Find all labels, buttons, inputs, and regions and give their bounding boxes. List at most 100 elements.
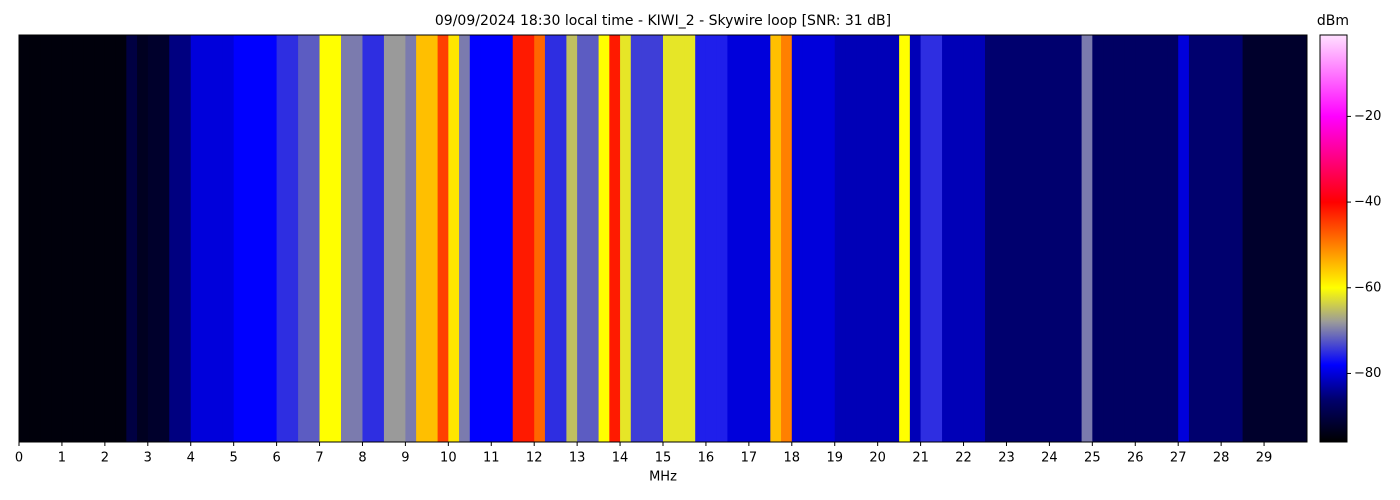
spectrum-cell xyxy=(856,35,868,442)
spectrum-cell xyxy=(1296,35,1308,442)
x-tick-label: 1 xyxy=(58,451,66,466)
spectrum-cell xyxy=(866,35,879,442)
x-tick-label: 23 xyxy=(998,451,1015,466)
spectrum-cell xyxy=(1178,35,1190,442)
spectrum-cell xyxy=(437,35,449,442)
spectrum-cell xyxy=(1103,35,1115,442)
spectrum-cell xyxy=(695,35,707,442)
spectrum-cell xyxy=(566,35,578,442)
spectrum-cell xyxy=(180,35,192,442)
spectrum-cell xyxy=(587,35,599,442)
spectrum-cell xyxy=(1092,35,1104,442)
spectrum-cell xyxy=(1199,35,1211,442)
spectrum-cell xyxy=(394,35,406,442)
spectrum-cell xyxy=(51,35,63,442)
x-tick-label: 9 xyxy=(401,451,409,466)
x-tick-label: 21 xyxy=(912,451,929,466)
spectrum-cell xyxy=(738,35,750,442)
spectrum-cell xyxy=(748,35,760,442)
colorbar xyxy=(1319,34,1348,443)
spectrum-cell xyxy=(459,35,471,442)
spectrum-cell xyxy=(609,35,621,442)
spectrum-cell xyxy=(534,35,546,442)
spectrum-cell xyxy=(1060,35,1072,442)
spectrum-cell xyxy=(158,35,170,442)
spectrum-cell xyxy=(351,35,363,442)
spectrum-cell xyxy=(1167,35,1179,442)
spectrum-cell xyxy=(1049,35,1061,442)
x-tick-label: 15 xyxy=(655,451,672,466)
spectrum-cell xyxy=(373,35,385,442)
x-tick-label: 5 xyxy=(230,451,238,466)
spectrum-cell xyxy=(942,35,954,442)
spectrum-cell xyxy=(888,35,900,442)
spectrum-cell xyxy=(61,35,74,442)
spectrum-cell xyxy=(1274,35,1286,442)
spectrum-cell xyxy=(1113,35,1125,442)
spectrum-cell xyxy=(416,35,428,442)
spectrum-cell xyxy=(448,35,460,442)
spectrum-cell xyxy=(1017,35,1029,442)
spectrum-cell xyxy=(1221,35,1233,442)
x-tick-label: 20 xyxy=(869,451,886,466)
chart-title: 09/09/2024 18:30 local time - KIWI_2 - S… xyxy=(435,13,891,29)
spectrum-cell xyxy=(1038,35,1050,442)
spectrum-cell xyxy=(255,35,267,442)
spectrum-cell xyxy=(1231,35,1243,442)
x-tick-label: 0 xyxy=(15,451,23,466)
spectrum-cell xyxy=(963,35,975,442)
x-tick-label: 28 xyxy=(1213,451,1230,466)
spectrum-cell xyxy=(147,35,159,442)
spectrum-cell xyxy=(480,35,492,442)
spectrum-cell xyxy=(29,35,41,442)
spectrum-cell xyxy=(104,35,116,442)
x-tick-label: 12 xyxy=(526,451,543,466)
spectrum-cell xyxy=(83,35,95,442)
spectrum-cell xyxy=(1070,35,1082,442)
spectrum-cell xyxy=(952,35,964,442)
spectrum-cell xyxy=(94,35,106,442)
colorbar-tick-label: −40 xyxy=(1354,195,1381,210)
spectrum-cell xyxy=(40,35,52,442)
spectrum-cell xyxy=(319,35,331,442)
spectrum-cell xyxy=(555,35,567,442)
x-tick-label: 27 xyxy=(1170,451,1187,466)
spectrum-cell xyxy=(233,35,245,442)
spectrum-cell xyxy=(298,35,310,442)
colorbar-tick-label: −60 xyxy=(1354,280,1381,295)
spectrum-cell xyxy=(544,35,557,442)
spectrum-cell xyxy=(244,35,256,442)
spectrum-cell xyxy=(716,35,728,442)
spectrum-cell xyxy=(577,35,589,442)
spectrum-cell xyxy=(759,35,771,442)
spectrum-cell xyxy=(663,35,675,442)
spectrum-cell xyxy=(190,35,202,442)
spectrum-cell xyxy=(877,35,889,442)
spectrum-cell xyxy=(1285,35,1297,442)
spectrum-cell xyxy=(341,35,353,442)
spectrum-cell xyxy=(72,35,84,442)
spectrum-cell xyxy=(1156,35,1168,442)
spectrum-cell xyxy=(115,35,127,442)
spectrum-cell xyxy=(974,35,986,442)
spectrum-cell xyxy=(791,35,803,442)
spectrum-cell xyxy=(383,35,396,442)
spectrum-cell xyxy=(491,35,503,442)
x-tick-label: 16 xyxy=(698,451,715,466)
x-tick-label: 18 xyxy=(784,451,801,466)
spectrum-cell xyxy=(770,35,782,442)
x-tick-label: 14 xyxy=(612,451,629,466)
x-tick-label: 11 xyxy=(483,451,500,466)
spectrum-cell xyxy=(1253,35,1265,442)
spectrum-cell xyxy=(523,35,535,442)
x-tick-label: 29 xyxy=(1256,451,1273,466)
spectrum-cell xyxy=(641,35,653,442)
spectrum-cell xyxy=(405,35,417,442)
spectrum-cell xyxy=(630,35,642,442)
spectrum-cell xyxy=(995,35,1007,442)
x-tick-label: 2 xyxy=(101,451,109,466)
x-tick-label: 19 xyxy=(826,451,843,466)
spectrum-cell xyxy=(502,35,514,442)
spectrum-cell xyxy=(276,35,288,442)
spectrum-cell xyxy=(813,35,825,442)
